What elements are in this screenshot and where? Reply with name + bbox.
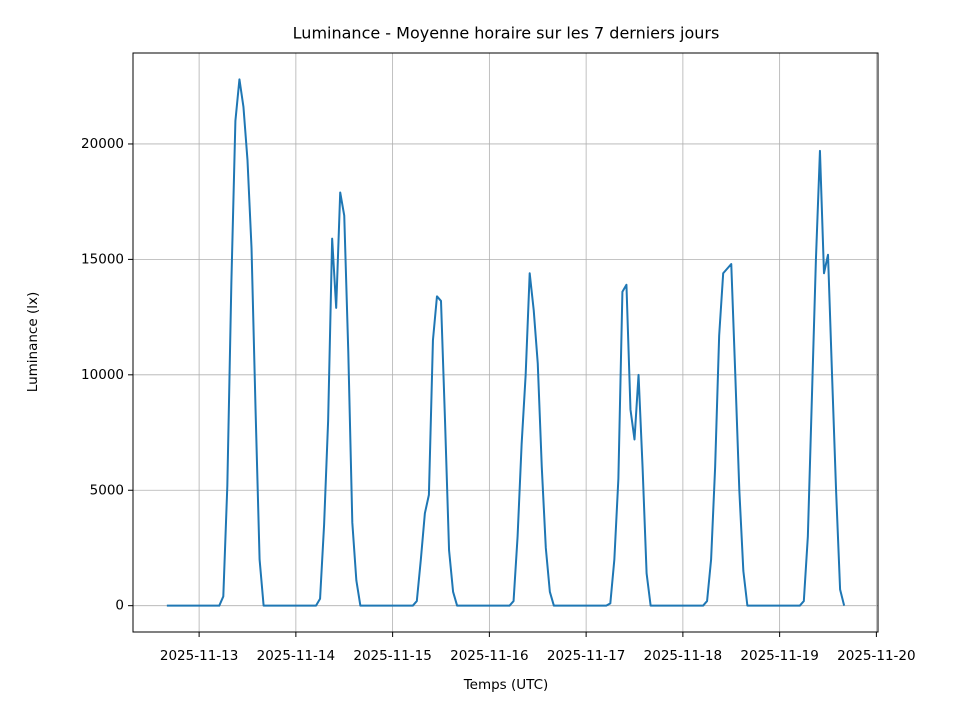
x-tick-label: 2025-11-15 — [353, 648, 431, 664]
x-tick-label: 2025-11-14 — [257, 648, 335, 664]
y-tick-label: 20000 — [81, 136, 124, 152]
x-tick-label: 2025-11-13 — [160, 648, 238, 664]
data-line — [166, 78, 846, 607]
y-axis-label: Luminance (lx) — [25, 292, 41, 392]
x-tick-label: 2025-11-18 — [644, 648, 722, 664]
y-tick-label: 10000 — [81, 367, 124, 383]
chart-title: Luminance - Moyenne horaire sur les 7 de… — [293, 24, 720, 43]
x-tick-label: 2025-11-17 — [547, 648, 625, 664]
x-tick-label: 2025-11-16 — [450, 648, 528, 664]
axes-frame — [132, 52, 879, 633]
y-tick-label: 0 — [115, 598, 124, 614]
y-tick-label: 5000 — [90, 482, 124, 498]
x-axis-label: Temps (UTC) — [463, 677, 549, 693]
x-tick-label: 2025-11-20 — [837, 648, 915, 664]
x-tick-label: 2025-11-19 — [740, 648, 818, 664]
y-tick-label: 15000 — [81, 251, 124, 267]
